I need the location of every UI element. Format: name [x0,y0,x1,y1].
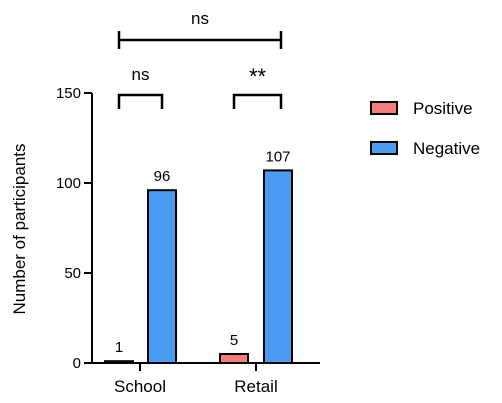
data-label: 1 [115,339,123,356]
data-label: 5 [230,332,238,349]
significance-label: ns [191,9,209,28]
data-label: 107 [265,148,290,165]
legend-label: Positive [413,99,473,118]
significance-brackets: ns ** ns [117,9,283,109]
y-tick-label: 100 [56,175,81,192]
x-tick-label: School [114,377,166,396]
data-labels: 1 96 5 107 [115,148,291,356]
y-axis-label: Number of participants [10,143,29,314]
y-tick-label: 0 [73,355,81,372]
y-tick-label: 50 [64,265,81,282]
legend-swatch [370,141,398,155]
bracket-line [117,93,164,109]
legend-item-positive: Positive [370,99,473,118]
x-tick-label: Retail [234,377,277,396]
bracket-between: ns [117,9,283,49]
significance-label: ns [132,65,150,84]
legend: Positive Negative [370,99,480,158]
y-tick-label: 150 [56,85,81,102]
bracket-retail: ** [232,64,283,109]
bar-positive-retail [219,353,249,364]
bar-negative-school [147,189,177,364]
data-label: 96 [154,168,171,185]
legend-swatch [370,101,398,115]
bars [104,169,293,365]
legend-label: Negative [413,139,480,158]
bar-positive-school [104,360,134,365]
bar-negative-retail [263,169,293,364]
bracket-school: ns [117,65,164,109]
legend-item-negative: Negative [370,139,480,158]
bracket-line [232,93,283,109]
significance-label: ** [249,64,267,89]
